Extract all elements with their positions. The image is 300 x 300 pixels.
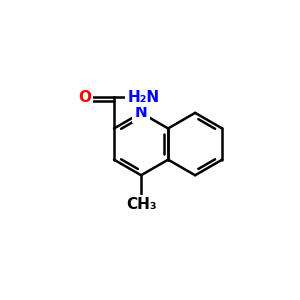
Text: H₂N: H₂N (128, 90, 160, 105)
Text: O: O (78, 90, 91, 105)
Text: CH₃: CH₃ (126, 197, 156, 212)
Text: N: N (135, 105, 148, 120)
